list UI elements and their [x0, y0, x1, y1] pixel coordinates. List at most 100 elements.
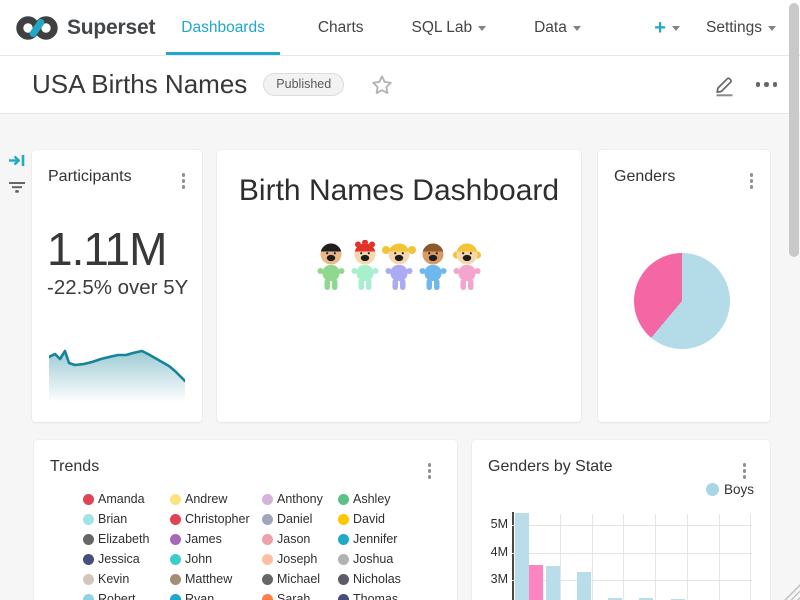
legend-item-jennifer[interactable]: Jennifer — [338, 532, 397, 546]
legend-item-elizabeth[interactable]: Elizabeth — [83, 532, 149, 546]
legend-swatch — [83, 574, 94, 585]
brand-text: Superset — [67, 16, 155, 40]
legend-item-ashley[interactable]: Ashley — [338, 492, 391, 506]
legend-item-david[interactable]: David — [338, 512, 385, 526]
bar-boys-3[interactable] — [577, 572, 591, 600]
chevron-down-icon — [768, 26, 776, 31]
legend-label: Matthew — [185, 572, 232, 586]
legend-swatch — [338, 574, 349, 585]
gridline — [560, 514, 561, 600]
gridline — [512, 553, 752, 554]
kid-emoji-3 — [416, 240, 450, 292]
participants-sparkline — [49, 342, 185, 402]
superset-app: Superset Dashboards Charts SQL Lab Data … — [0, 0, 800, 600]
legend-label: Michael — [277, 572, 320, 586]
legend-item-james[interactable]: James — [170, 532, 222, 546]
legend-item-brian[interactable]: Brian — [83, 512, 127, 526]
bar-boys-2[interactable] — [546, 566, 560, 600]
edit-dashboard-button[interactable] — [713, 73, 736, 97]
nav-item-sql-lab[interactable]: SQL Lab — [410, 0, 489, 55]
legend-swatch — [170, 494, 181, 505]
legend-item-nicholas[interactable]: Nicholas — [338, 572, 401, 586]
bar-boys-0[interactable] — [515, 513, 529, 600]
chart-title: Genders — [614, 168, 675, 186]
chart-menu-button[interactable] — [180, 171, 188, 191]
chart-menu-button[interactable] — [426, 461, 434, 481]
expand-filter-bar-button[interactable] — [8, 152, 26, 174]
legend-item-jessica[interactable]: Jessica — [83, 552, 140, 566]
legend-item-sarah[interactable]: Sarah — [262, 592, 310, 600]
nav-label: Charts — [318, 19, 364, 37]
legend-label: Kevin — [98, 572, 129, 586]
legend-label: Anthony — [277, 492, 323, 506]
header-actions — [713, 73, 778, 97]
top-nav: Superset Dashboards Charts SQL Lab Data … — [0, 0, 800, 56]
gridline — [719, 514, 720, 600]
legend-item-joseph[interactable]: Joseph — [262, 552, 317, 566]
card-genders: Genders — [598, 150, 770, 422]
legend-label: Daniel — [277, 512, 312, 526]
legend-swatch — [170, 574, 181, 585]
nav-label: Dashboards — [181, 19, 265, 37]
legend-item-michael[interactable]: Michael — [262, 572, 320, 586]
filter-list-button[interactable] — [8, 180, 26, 200]
legend-item-andrew[interactable]: Andrew — [170, 492, 227, 506]
markdown-heading: Birth Names Dashboard — [217, 174, 581, 208]
card-genders-by-state: Genders by State Boys 5M4M3M — [472, 440, 770, 600]
arrow-right-to-bar-icon — [8, 152, 26, 169]
infinity-logo-icon — [14, 14, 60, 42]
legend-swatch — [170, 554, 181, 565]
vertical-scrollbar[interactable] — [789, 3, 799, 257]
legend-item-joshua[interactable]: Joshua — [338, 552, 393, 566]
legend-item-jason[interactable]: Jason — [262, 532, 310, 546]
gridline — [655, 514, 656, 600]
nav-item-data[interactable]: Data — [532, 0, 583, 55]
legend-label: Jennifer — [353, 532, 397, 546]
legend-item-christopher[interactable]: Christopher — [170, 512, 250, 526]
gridline — [750, 514, 751, 600]
legend-item-john[interactable]: John — [170, 552, 212, 566]
legend-label: Joshua — [353, 552, 393, 566]
legend-item-daniel[interactable]: Daniel — [262, 512, 312, 526]
legend-label: Thomas — [353, 592, 398, 600]
legend-item-matthew[interactable]: Matthew — [170, 572, 232, 586]
legend-swatch — [338, 554, 349, 565]
legend-item-ryan[interactable]: Ryan — [170, 592, 214, 600]
legend-swatch — [83, 534, 94, 545]
superset-logo[interactable]: Superset — [14, 14, 155, 42]
resize-handle[interactable] — [783, 584, 800, 600]
legend-item-kevin[interactable]: Kevin — [83, 572, 129, 586]
new-item-button[interactable]: + — [654, 18, 680, 38]
legend-swatch — [83, 554, 94, 565]
chart-menu-button[interactable] — [748, 171, 756, 191]
legend-item-anthony[interactable]: Anthony — [262, 492, 323, 506]
favorite-star-icon[interactable] — [370, 73, 394, 97]
kid-emoji-2 — [382, 240, 416, 292]
legend-item-amanda[interactable]: Amanda — [83, 492, 145, 506]
legend-label: Jessica — [98, 552, 140, 566]
nav-item-charts[interactable]: Charts — [316, 0, 366, 55]
legend-label: David — [353, 512, 385, 526]
legend-label: Joseph — [277, 552, 317, 566]
legend-label: Brian — [98, 512, 127, 526]
legend-swatch — [338, 514, 349, 525]
legend-swatch — [338, 594, 349, 600]
settings-menu[interactable]: Settings — [706, 19, 776, 37]
kids-row — [217, 240, 581, 292]
status-badge[interactable]: Published — [263, 73, 344, 96]
legend-label: Amanda — [98, 492, 145, 506]
legend-label: Andrew — [185, 492, 227, 506]
legend-swatch — [262, 514, 273, 525]
legend-swatch — [170, 534, 181, 545]
legend-item-robert[interactable]: Robert — [83, 592, 136, 600]
legend-swatch — [262, 574, 273, 585]
genders-pie[interactable] — [634, 253, 730, 349]
legend-swatch — [262, 494, 273, 505]
legend-item-thomas[interactable]: Thomas — [338, 592, 398, 600]
more-actions-button[interactable] — [756, 82, 778, 87]
chevron-down-icon — [478, 26, 486, 31]
nav-item-dashboards[interactable]: Dashboards — [179, 0, 267, 55]
genders-by-state-chart: 5M4M3M — [472, 440, 770, 600]
legend-label: Ryan — [185, 592, 214, 600]
bar-girls-1[interactable] — [529, 565, 543, 600]
